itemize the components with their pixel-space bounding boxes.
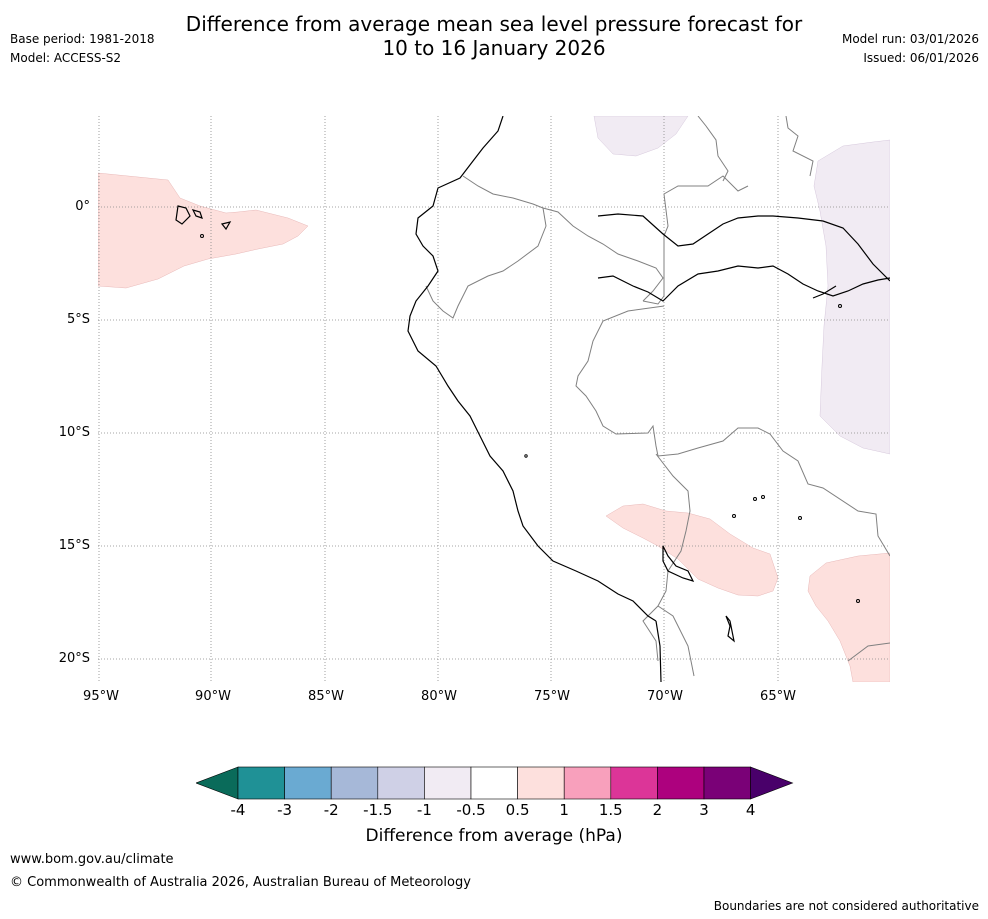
lon-label-80w: 80°W (421, 689, 457, 704)
colorbar-segment (424, 766, 472, 800)
meta-left: Base period: 1981-2018 Model: ACCESS-S2 (10, 30, 155, 68)
lon-label-95w: 95°W (83, 689, 119, 704)
lat-label-20s: 20°S (58, 651, 90, 666)
colorbar-tick-label: 0.5 (505, 801, 530, 819)
footer-disclaimer: Boundaries are not considered authoritat… (713, 899, 979, 913)
chart-title: Difference from average mean sea level p… (0, 12, 988, 60)
colorbar (196, 766, 794, 800)
colorbar-tick-label: 4 (745, 801, 756, 819)
anomaly-negative-north (593, 116, 689, 157)
base-period: Base period: 1981-2018 (10, 32, 155, 46)
colorbar-segment (563, 766, 612, 800)
colorbar-tick-label: 3 (699, 801, 709, 819)
lon-label-70w: 70°W (647, 689, 683, 704)
title-line-2: 10 to 16 January 2026 (382, 36, 606, 60)
colorbar-segment (377, 766, 425, 800)
lat-label-10s: 10°S (58, 425, 90, 440)
lon-label-90w: 90°W (195, 689, 231, 704)
footer-copyright: © Commonwealth of Australia 2026, Austra… (10, 875, 471, 890)
colorbar-segment (657, 766, 705, 800)
colorbar-arrow-high (750, 766, 794, 800)
lon-label-85w: 85°W (308, 689, 344, 704)
lon-label-65w: 65°W (760, 689, 796, 704)
anomaly-positive-galapagos (98, 172, 309, 289)
islands (200, 234, 860, 603)
colorbar-segment (330, 766, 379, 800)
colorbar-tick-label: -1 (416, 801, 432, 819)
lat-label-0: 0° (75, 199, 90, 214)
coastlines (175, 116, 890, 682)
issued-date: Issued: 06/01/2026 (863, 51, 979, 65)
colorbar-segment (517, 766, 565, 800)
model-run: Model run: 03/01/2026 (841, 32, 979, 46)
colorbar-tick-label: -2 (323, 801, 339, 819)
lat-label-5s: 5°S (66, 312, 90, 327)
colorbar-tick-label: 1.5 (598, 801, 623, 819)
graticule (98, 116, 890, 682)
model-name: Model: ACCESS-S2 (10, 51, 122, 65)
colorbar-tick-label: 1 (559, 801, 569, 819)
country-borders (425, 116, 890, 677)
anomaly-positive-titicaca (605, 503, 779, 597)
lat-label-15s: 15°S (58, 538, 90, 553)
colorbar-tick-label: -4 (230, 801, 246, 819)
pressure-anomaly-map (98, 116, 890, 682)
lon-label-75w: 75°W (534, 689, 570, 704)
anomaly-negative-east (813, 139, 890, 455)
colorbar-segment (237, 766, 285, 800)
anomaly-positive-bolivia (807, 552, 890, 682)
colorbar-tick-label: -1.5 (363, 801, 393, 819)
title-line-1: Difference from average mean sea level p… (185, 12, 803, 36)
colorbar-label: Difference from average (hPa) (365, 826, 623, 846)
colorbar-segment (610, 766, 658, 800)
colorbar-tick-label: -3 (277, 801, 293, 819)
colorbar-segment (470, 766, 518, 800)
colorbar-arrow-low (196, 766, 239, 800)
colorbar-segment (284, 766, 332, 800)
colorbar-tick-label: 2 (652, 801, 663, 819)
meta-right: Model run: 03/01/2026 Issued: 06/01/2026 (842, 30, 979, 68)
colorbar-segment (703, 766, 751, 800)
colorbar-tick-label: -0.5 (456, 801, 486, 819)
footer-url[interactable]: www.bom.gov.au/climate (10, 852, 174, 867)
